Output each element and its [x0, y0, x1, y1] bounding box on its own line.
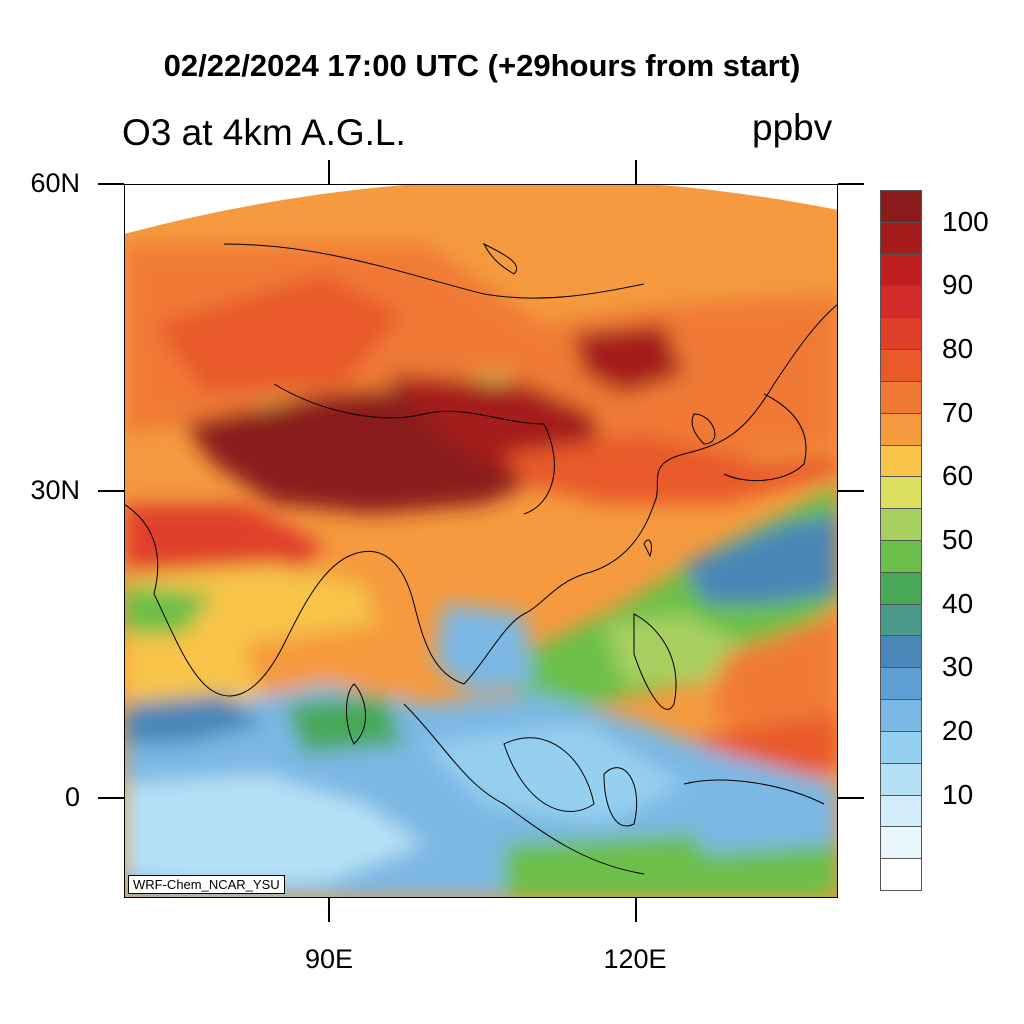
ozone-field — [124, 184, 838, 898]
colorbar-box — [880, 317, 922, 351]
colorbar-box — [880, 571, 922, 605]
colorbar-box — [880, 349, 922, 382]
colorbar-box — [880, 253, 922, 287]
lon-label-120e: 120E — [603, 944, 667, 974]
ozone-map — [124, 184, 838, 898]
lon-label-90e: 90E — [304, 944, 354, 974]
tick-0 — [98, 797, 124, 799]
tick-30n — [98, 490, 124, 492]
colorbar-box — [880, 285, 922, 319]
colorbar-box — [880, 667, 922, 701]
colorbar-box — [880, 412, 922, 446]
colorbar-label: 10 — [942, 778, 974, 810]
colorbar-label: 30 — [942, 651, 974, 683]
tick-60n-right — [838, 183, 864, 185]
colorbar-box — [880, 603, 922, 637]
colorbar-label: 70 — [942, 396, 974, 428]
colorbar-box — [880, 635, 922, 669]
ozone-field-svg — [124, 184, 838, 898]
colorbar-box — [880, 444, 922, 478]
tick-0-right — [838, 797, 864, 799]
colorbar-box — [880, 476, 922, 510]
colorbar-box — [880, 794, 922, 828]
variable-title: O3 at 4km A.G.L. — [122, 112, 406, 153]
tick-120e — [635, 898, 637, 922]
colorbar-label: 90 — [942, 269, 974, 301]
coastlines — [124, 242, 838, 875]
units-label: ppbv — [752, 107, 833, 148]
colorbar-box — [880, 730, 922, 764]
colorbar-label: 100 — [942, 205, 989, 237]
model-attribution: WRF-Chem_NCAR_YSU — [128, 875, 285, 894]
colorbar-box — [880, 762, 922, 796]
colorbar-box — [880, 380, 922, 414]
colorbar-box — [880, 540, 922, 573]
tick-30n-right — [838, 490, 864, 492]
colorbar-label: 80 — [942, 333, 974, 365]
colorbar — [880, 190, 922, 891]
colorbar-label: 60 — [942, 460, 974, 492]
lat-label-eq: 0 — [64, 782, 80, 812]
tick-120e-top — [635, 160, 637, 184]
tick-60n — [98, 183, 124, 185]
colorbar-box — [880, 699, 922, 732]
tick-90e-top — [328, 160, 330, 184]
colorbar-box — [880, 221, 922, 255]
lat-label-30n: 30N — [30, 475, 80, 505]
colorbar-label: 50 — [942, 524, 974, 555]
colorbar-label: 20 — [942, 714, 974, 746]
colorbar-box — [880, 508, 922, 541]
tick-90e — [328, 898, 330, 922]
colorbar-box — [880, 858, 922, 891]
colorbar-box — [880, 826, 922, 860]
colorbar-label: 40 — [942, 587, 974, 619]
lat-label-60n: 60N — [30, 168, 80, 198]
colorbar-box — [880, 190, 922, 223]
main-title: 02/22/2024 17:00 UTC (+29hours from star… — [163, 48, 801, 83]
